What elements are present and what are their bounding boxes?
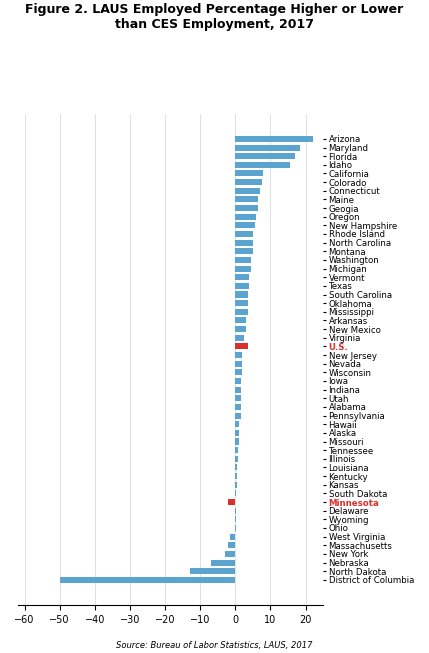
Bar bbox=[235, 222, 254, 229]
Bar bbox=[235, 231, 253, 237]
Bar bbox=[235, 283, 249, 289]
Bar bbox=[235, 456, 238, 462]
Bar bbox=[235, 473, 237, 479]
Bar bbox=[235, 266, 251, 272]
Bar bbox=[235, 482, 237, 488]
Bar bbox=[235, 438, 239, 445]
Bar bbox=[235, 335, 244, 341]
Bar bbox=[235, 326, 246, 332]
Bar bbox=[235, 162, 290, 168]
Bar bbox=[235, 291, 248, 298]
Bar bbox=[235, 187, 260, 194]
Bar bbox=[235, 387, 241, 392]
Bar bbox=[235, 343, 248, 349]
Bar bbox=[235, 274, 249, 280]
Bar bbox=[230, 534, 235, 539]
Bar bbox=[235, 257, 251, 263]
Bar bbox=[235, 490, 236, 496]
Bar bbox=[235, 352, 242, 358]
Bar bbox=[235, 170, 263, 176]
Bar bbox=[235, 395, 241, 402]
Bar bbox=[235, 507, 236, 514]
Bar bbox=[235, 360, 242, 367]
Bar bbox=[235, 240, 253, 246]
Bar bbox=[235, 378, 241, 384]
Text: Figure 2. LAUS Employed Percentage Higher or Lower
than CES Employment, 2017: Figure 2. LAUS Employed Percentage Highe… bbox=[25, 3, 404, 31]
Bar bbox=[190, 568, 235, 574]
Bar bbox=[235, 317, 246, 323]
Bar bbox=[228, 499, 235, 505]
Bar bbox=[235, 179, 262, 185]
Bar bbox=[211, 560, 235, 565]
Bar bbox=[235, 144, 300, 151]
Bar bbox=[235, 197, 258, 202]
Bar bbox=[228, 542, 235, 549]
Bar bbox=[235, 153, 295, 159]
Bar bbox=[60, 577, 235, 583]
Bar bbox=[235, 430, 239, 436]
Bar bbox=[235, 214, 257, 219]
Bar bbox=[235, 309, 248, 315]
Bar bbox=[235, 464, 237, 470]
Bar bbox=[235, 205, 258, 211]
Bar bbox=[235, 413, 241, 419]
Bar bbox=[235, 136, 313, 142]
Bar bbox=[235, 248, 253, 254]
Text: Source: Bureau of Labor Statistics, LAUS, 2017: Source: Bureau of Labor Statistics, LAUS… bbox=[116, 641, 313, 650]
Bar bbox=[235, 421, 239, 427]
Bar bbox=[235, 370, 242, 375]
Bar bbox=[235, 404, 241, 410]
Bar bbox=[235, 300, 248, 306]
Bar bbox=[225, 551, 235, 557]
Bar bbox=[235, 447, 238, 453]
